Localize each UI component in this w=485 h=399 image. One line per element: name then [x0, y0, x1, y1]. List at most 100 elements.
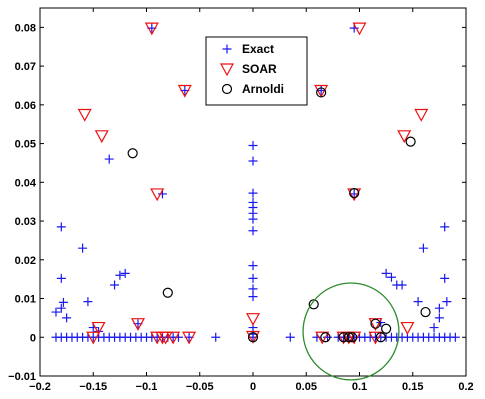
legend-marker-exact: [222, 44, 232, 54]
exact-point: [56, 273, 66, 283]
plus-marker-shape: [434, 313, 444, 323]
x-tick-label: −0.2: [29, 381, 51, 393]
plus-marker-shape: [58, 297, 68, 307]
plus-marker-shape: [51, 307, 61, 317]
soar-point: [368, 331, 383, 345]
arnoldi-point: [346, 332, 358, 343]
y-tick-label: 0.02: [15, 255, 36, 267]
soar-point: [414, 108, 429, 122]
soar-point: [91, 321, 106, 335]
soar-point: [150, 188, 165, 202]
plus-marker-shape: [248, 188, 258, 198]
soar-point: [86, 331, 101, 345]
soar-point: [130, 318, 145, 331]
x-tick-label: 0.1: [352, 381, 367, 393]
plus-marker-shape: [110, 280, 120, 290]
exact-point: [397, 280, 407, 290]
soar-point: [397, 130, 412, 144]
exact-point: [450, 332, 460, 342]
soar-point: [245, 313, 261, 326]
exact-point: [248, 226, 258, 236]
plus-marker-shape: [104, 154, 114, 164]
series-soar: [77, 22, 429, 345]
plus-marker-shape: [413, 297, 423, 307]
y-tick-label: 0.04: [15, 177, 37, 189]
arnoldi-point: [370, 318, 381, 329]
highlight-ellipse: [302, 282, 400, 381]
series-arnoldi: [127, 87, 431, 343]
exact-point: [248, 156, 258, 166]
x-tick-label: 0.15: [402, 381, 423, 393]
soar-point: [347, 331, 362, 345]
plus-marker-shape: [222, 44, 232, 54]
y-tick-label: 0.01: [15, 294, 36, 306]
plus-marker-shape: [440, 273, 450, 283]
soar-point: [314, 84, 329, 98]
soar-point: [245, 330, 261, 344]
arnoldi-point: [247, 332, 259, 343]
y-axis: −0.01 0 0.01 0.02 0.03 0.04 0.05 0.06 0.07 0.08: [8, 22, 466, 383]
plus-marker-shape: [211, 332, 221, 342]
exact-point: [211, 332, 221, 342]
soar-point: [94, 130, 109, 144]
x-tick-label: 0: [250, 381, 256, 393]
plus-marker-shape: [248, 261, 258, 271]
soar-point: [400, 321, 415, 335]
plus-marker-shape: [56, 273, 66, 283]
arnoldi-point: [127, 148, 138, 159]
soar-point: [158, 331, 173, 345]
x-tick-label: 0.05: [296, 381, 317, 393]
soar-point: [352, 22, 367, 36]
arnoldi-point: [308, 299, 319, 310]
legend-label-arnoldi: Arnoldi: [242, 82, 284, 96]
exact-point: [418, 243, 428, 253]
y-tick-label: 0.05: [15, 139, 36, 151]
soar-point: [166, 331, 181, 345]
x-tick-label: −0.1: [136, 381, 158, 393]
plus-marker-shape: [434, 303, 444, 313]
arnoldi-point: [381, 323, 392, 334]
plus-marker-shape: [397, 280, 407, 290]
exact-point: [248, 188, 258, 198]
plus-marker-shape: [248, 273, 258, 283]
exact-point: [386, 272, 396, 282]
plus-marker-shape: [418, 243, 428, 253]
legend-entry-exact: Exact: [222, 42, 274, 56]
legend-marker-arnoldi: [221, 83, 233, 95]
plus-marker-shape: [248, 156, 258, 166]
exact-point: [429, 323, 439, 333]
y-tick-label: 0.06: [15, 100, 36, 112]
plus-marker-shape: [248, 226, 258, 236]
soar-point: [144, 22, 159, 36]
plus-marker-shape: [120, 268, 130, 278]
arnoldi-point: [162, 287, 173, 298]
exact-point: [442, 297, 452, 307]
plus-marker-shape: [62, 313, 72, 323]
exact-point: [381, 268, 391, 278]
arnoldi-point: [349, 188, 360, 199]
exact-point: [115, 270, 125, 280]
chart-marks: [51, 22, 460, 381]
plus-marker-shape: [248, 284, 258, 294]
plus-marker-shape: [285, 332, 295, 342]
plus-marker-shape: [115, 270, 125, 280]
exact-point: [110, 280, 120, 290]
plus-marker-shape: [381, 268, 391, 278]
arnoldi-point: [343, 332, 354, 343]
exact-point: [104, 154, 114, 164]
plus-marker-shape: [440, 222, 450, 232]
plus-marker-shape: [56, 303, 66, 313]
arnoldi-point: [405, 136, 416, 147]
legend-entry-soar: SOAR: [219, 62, 277, 77]
plus-marker-shape: [248, 214, 258, 224]
x-tick-label: −0.05: [186, 381, 214, 393]
exact-point: [413, 297, 423, 307]
arnoldi-point: [320, 332, 331, 343]
plus-marker-shape: [429, 323, 439, 333]
y-tick-label: 0: [30, 332, 36, 344]
exact-point: [434, 313, 444, 323]
plus-marker-shape: [83, 297, 93, 307]
exact-point: [56, 303, 66, 313]
series-exact: [51, 23, 460, 342]
